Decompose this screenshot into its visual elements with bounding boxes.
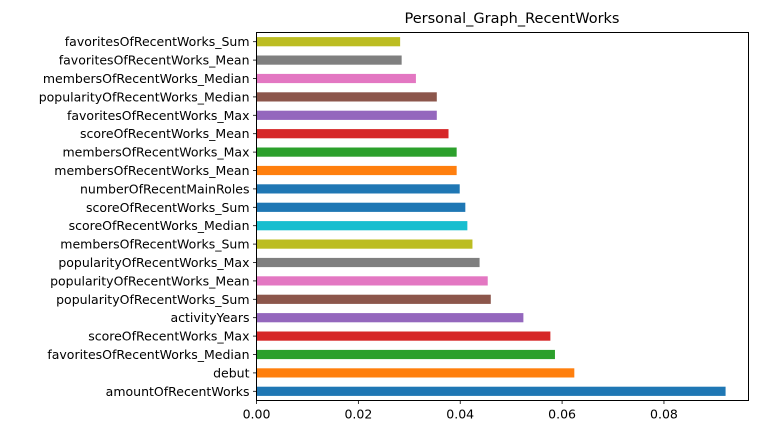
x-tick-label: 0.08 — [650, 407, 678, 422]
y-tick-label: popularityOfRecentWorks_Sum — [56, 292, 249, 307]
bar-scoreOfRecentWorks_Mean — [256, 129, 449, 139]
bar-favoritesOfRecentWorks_Max — [256, 110, 437, 120]
y-tick-label: favoritesOfRecentWorks_Sum — [65, 34, 250, 49]
x-tick-label: 0.06 — [548, 407, 576, 422]
bar-membersOfRecentWorks_Max — [256, 147, 457, 157]
y-tick-label: popularityOfRecentWorks_Mean — [50, 273, 249, 288]
bar-scoreOfRecentWorks_Sum — [256, 202, 466, 212]
y-tick-label: membersOfRecentWorks_Mean — [54, 163, 249, 178]
bar-numberOfRecentMainRoles — [256, 184, 460, 194]
bar-membersOfRecentWorks_Median — [256, 73, 416, 84]
y-tick-label: favoritesOfRecentWorks_Median — [47, 347, 249, 362]
y-tick-label: scoreOfRecentWorks_Median — [69, 218, 250, 233]
y-tick-label: debut — [213, 365, 249, 380]
bar-popularityOfRecentWorks_Max — [256, 257, 480, 268]
bar-favoritesOfRecentWorks_Sum — [256, 37, 401, 47]
y-tick-label: scoreOfRecentWorks_Mean — [80, 126, 250, 141]
y-tick-label: popularityOfRecentWorks_Median — [39, 89, 250, 104]
y-tick-label: membersOfRecentWorks_Median — [43, 71, 250, 86]
bar-popularityOfRecentWorks_Sum — [256, 294, 491, 304]
y-tick-labels: amountOfRecentWorks debut favoritesOfRecen… — [39, 34, 257, 399]
bar-activityYears — [256, 313, 524, 323]
bar-scoreOfRecentWorks_Median — [256, 221, 468, 231]
bar-favoritesOfRecentWorks_Mean — [256, 55, 402, 65]
y-tick-label: membersOfRecentWorks_Max — [62, 145, 249, 160]
chart-title: Personal_Graph_RecentWorks — [404, 11, 619, 27]
y-tick-label: numberOfRecentMainRoles — [80, 181, 250, 196]
bar-debut — [256, 368, 575, 378]
bar-popularityOfRecentWorks_Median — [256, 92, 437, 102]
bar-scoreOfRecentWorks_Max — [256, 331, 551, 341]
y-tick-label: scoreOfRecentWorks_Max — [88, 329, 249, 344]
bar-amountOfRecentWorks — [256, 386, 726, 396]
plot-frame — [256, 32, 749, 401]
y-tick-label: scoreOfRecentWorks_Sum — [86, 200, 249, 215]
x-tick-label: 0.00 — [243, 407, 271, 422]
bar-popularityOfRecentWorks_Mean — [256, 276, 488, 286]
bar-favoritesOfRecentWorks_Median — [256, 349, 555, 360]
y-tick-label: amountOfRecentWorks — [106, 384, 250, 399]
bars-group — [256, 37, 726, 396]
y-tick-label: favoritesOfRecentWorks_Mean — [59, 53, 250, 68]
bar-membersOfRecentWorks_Sum — [256, 239, 473, 249]
x-tick-label: 0.02 — [344, 407, 372, 422]
x-axis: 0.00 0.02 0.04 0.06 0.08 — [243, 400, 678, 422]
y-tick-label: activityYears — [170, 310, 249, 325]
y-tick-label: membersOfRecentWorks_Sum — [60, 237, 249, 252]
y-tick-label: favoritesOfRecentWorks_Max — [67, 108, 250, 123]
x-tick-label: 0.04 — [446, 407, 474, 422]
bar-membersOfRecentWorks_Mean — [256, 165, 457, 176]
y-tick-label: popularityOfRecentWorks_Max — [58, 255, 249, 270]
